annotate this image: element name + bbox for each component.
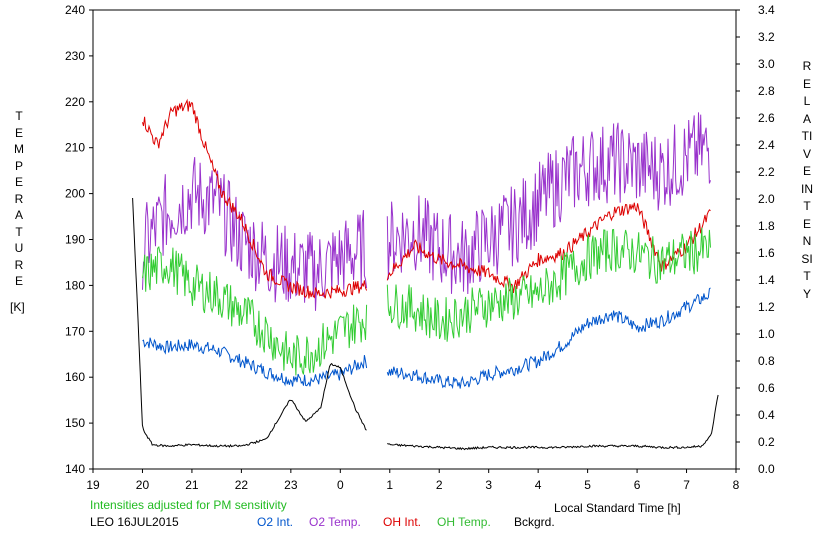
- left-tick-label: 230: [65, 49, 85, 63]
- series-layer: [132, 98, 719, 451]
- left-tick-label: 170: [65, 324, 85, 338]
- series-line-bckgrd--0: [132, 197, 367, 448]
- right-tick-label: 1.0: [758, 327, 775, 341]
- plot-frame: [92, 9, 737, 470]
- right-tick-label: 0.8: [758, 354, 775, 368]
- x-tick-label: 6: [634, 478, 641, 492]
- x-tick-label: 4: [535, 478, 542, 492]
- right-tick-label: 3.2: [758, 30, 775, 44]
- series-line-o2-temp--0: [142, 157, 368, 311]
- right-tick-label: 1.8: [758, 219, 775, 233]
- x-tick-label: 23: [284, 478, 298, 492]
- right-tick-label: 0.0: [758, 462, 775, 476]
- x-tick-label: 0: [337, 478, 344, 492]
- left-tick-label: 220: [65, 95, 85, 109]
- x-axis-title: Local Standard Time [h]: [554, 501, 681, 515]
- series-line-oh-int--0: [142, 98, 368, 299]
- legend-bckgrd: Bckgrd.: [514, 515, 555, 529]
- right-tick-label: 2.6: [758, 111, 775, 125]
- left-tick-label: 190: [65, 233, 85, 247]
- left-axis-unit: [K]: [10, 300, 25, 314]
- left-axis-title: TEMPERATURE: [14, 109, 24, 288]
- right-axis-title: RELATIVE INTENSITY: [801, 59, 813, 301]
- legend-o2-int: O2 Int.: [257, 515, 294, 529]
- right-tick-label: 3.0: [758, 57, 775, 71]
- left-tick-label: 200: [65, 187, 85, 201]
- x-tick-label: 19: [86, 478, 100, 492]
- right-tick-label: 0.4: [758, 408, 775, 422]
- legend-oh-int: OH Int.: [383, 515, 422, 529]
- right-tick-label: 0.2: [758, 435, 775, 449]
- left-tick-label: 180: [65, 278, 85, 292]
- legend-o2-temp: O2 Temp.: [309, 515, 361, 529]
- x-tick-label: 3: [485, 478, 492, 492]
- right-tick-label: 1.2: [758, 300, 775, 314]
- left-tick-label: 140: [65, 462, 85, 476]
- series-line-oh-temp--1: [386, 227, 711, 342]
- right-tick-label: 0.6: [758, 381, 775, 395]
- x-tick-label: 5: [584, 478, 591, 492]
- x-tick-label: 20: [136, 478, 150, 492]
- left-tick-label: 150: [65, 416, 85, 430]
- x-tick-label: 2: [436, 478, 443, 492]
- left-tick-label: 240: [65, 3, 85, 17]
- x-tick-label: 21: [185, 478, 199, 492]
- station-date: LEO 16JUL2015: [90, 515, 179, 529]
- right-tick-label: 1.6: [758, 246, 775, 260]
- sensitivity-note: Intensities adjusted for PM sensitivity: [90, 498, 287, 512]
- series-line-bckgrd--1: [387, 394, 719, 451]
- legend-oh-temp: OH Temp.: [437, 515, 491, 529]
- series-line-o2-int--0: [142, 337, 368, 387]
- right-tick-label: 2.2: [758, 165, 775, 179]
- x-tick-label: 1: [386, 478, 393, 492]
- right-tick-label: 2.0: [758, 192, 775, 206]
- right-tick-label: 1.4: [758, 273, 775, 287]
- right-tick-label: 2.8: [758, 84, 775, 98]
- x-tick-label: 8: [733, 478, 740, 492]
- right-tick-label: 2.4: [758, 138, 775, 152]
- right-tick-label: 3.4: [758, 3, 775, 17]
- axis-layer: 1401501601701801902002102202302400.00.20…: [65, 3, 775, 492]
- series-line-o2-temp--1: [386, 112, 711, 295]
- series-line-oh-temp--0: [142, 245, 368, 376]
- left-tick-label: 210: [65, 141, 85, 155]
- x-tick-label: 22: [235, 478, 249, 492]
- left-tick-label: 160: [65, 370, 85, 384]
- series-line-oh-int--1: [386, 202, 711, 293]
- x-tick-label: 7: [683, 478, 690, 492]
- series-line-o2-int--1: [386, 287, 711, 390]
